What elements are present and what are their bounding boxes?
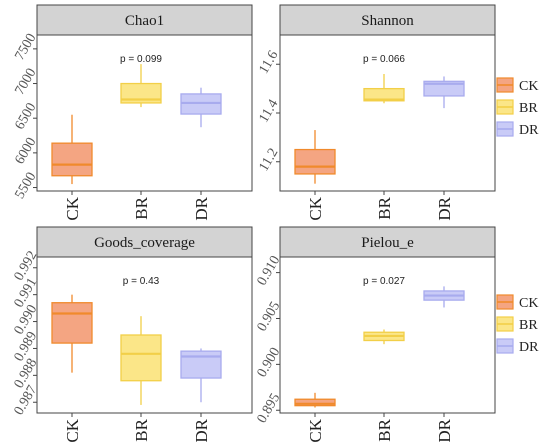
p-value-label: p = 0.099 bbox=[120, 54, 162, 65]
panel-title: Shannon bbox=[361, 13, 414, 29]
legend-key-ck: CK bbox=[496, 77, 538, 94]
box-body bbox=[51, 142, 93, 177]
x-tick-label: BR bbox=[132, 196, 151, 219]
y-tick-label: 6500 bbox=[12, 101, 39, 133]
y-tick-label: 11.6 bbox=[256, 48, 281, 76]
box-br bbox=[363, 329, 405, 345]
box-br bbox=[120, 64, 162, 108]
y-tick-label: 7500 bbox=[12, 31, 39, 63]
panel-strip bbox=[279, 226, 496, 258]
legend-key-br: BR bbox=[496, 316, 538, 333]
legend-label: BR bbox=[519, 101, 538, 116]
box-ck bbox=[294, 130, 336, 184]
box-br bbox=[120, 316, 162, 405]
p-value-label: p = 0.066 bbox=[363, 54, 405, 65]
box-dr bbox=[180, 348, 222, 403]
legend-label: BR bbox=[519, 318, 538, 333]
x-tick-label: DR bbox=[435, 196, 454, 220]
x-tick-label: BR bbox=[375, 418, 394, 441]
box-ck bbox=[51, 114, 93, 185]
p-value-label: p = 0.43 bbox=[123, 276, 160, 287]
y-tick-label: 0.910 bbox=[255, 253, 284, 288]
box-dr bbox=[423, 286, 465, 308]
legend: CK BR DR bbox=[496, 77, 539, 138]
x-tick-label: DR bbox=[435, 418, 454, 442]
panel-pielou-e: Pielou_ep = 0.027 0.895 0.900 0.905 0.910 CK B… bbox=[255, 226, 496, 442]
y-tick-label: 0.900 bbox=[255, 345, 284, 380]
legend-key-dr: DR bbox=[496, 121, 539, 138]
panel-strip bbox=[36, 226, 253, 258]
legend-label: DR bbox=[519, 123, 539, 138]
box-body bbox=[294, 148, 336, 175]
box-ck bbox=[51, 294, 93, 373]
legend-key-ck: CK bbox=[496, 294, 538, 311]
y-tick-label: 11.4 bbox=[256, 97, 281, 125]
box-body bbox=[180, 350, 222, 379]
box-body bbox=[363, 87, 405, 102]
x-tick-label: DR bbox=[192, 196, 211, 220]
y-tick-label: 0.992 bbox=[12, 249, 41, 284]
panel-strip bbox=[279, 4, 496, 36]
box-body bbox=[120, 334, 162, 382]
x-tick-label: CK bbox=[306, 196, 325, 220]
y-tick-label: 7000 bbox=[12, 66, 39, 98]
legend-label: DR bbox=[519, 340, 539, 355]
legend-label: CK bbox=[519, 79, 538, 94]
y-tick-label: 0.895 bbox=[255, 391, 284, 426]
legend-key-br: BR bbox=[496, 99, 538, 116]
x-tick-label: BR bbox=[375, 196, 394, 219]
box-br bbox=[363, 74, 405, 104]
box-body bbox=[51, 302, 93, 344]
legend: CK BR DR bbox=[496, 294, 539, 355]
panel-title: Chao1 bbox=[125, 13, 164, 29]
box-body bbox=[294, 398, 336, 407]
x-tick-label: CK bbox=[306, 418, 325, 442]
y-tick-label: 11.2 bbox=[256, 146, 281, 174]
x-tick-label: BR bbox=[132, 418, 151, 441]
panel-title: Goods_coverage bbox=[94, 235, 195, 251]
box-body bbox=[423, 80, 465, 97]
box-dr bbox=[180, 87, 222, 128]
panel-shannon: Shannon p = 0.066 11.2 11.4 11.6 CK BR DR bbox=[256, 4, 496, 221]
p-value-label: p = 0.027 bbox=[363, 276, 405, 287]
box-body bbox=[120, 82, 162, 104]
x-tick-label: DR bbox=[192, 418, 211, 442]
box-ck bbox=[294, 392, 336, 408]
y-tick-label: 0.905 bbox=[255, 299, 284, 334]
x-tick-label: CK bbox=[63, 418, 82, 442]
box-dr bbox=[423, 76, 465, 109]
legend-label: CK bbox=[519, 296, 538, 311]
y-tick-label: 5500 bbox=[12, 170, 39, 202]
x-tick-label: CK bbox=[63, 196, 82, 220]
panel-title: Pielou_e bbox=[361, 235, 414, 251]
legend-key-dr: DR bbox=[496, 338, 539, 355]
y-tick-label: 6000 bbox=[12, 135, 39, 167]
panel-strip bbox=[36, 4, 253, 36]
